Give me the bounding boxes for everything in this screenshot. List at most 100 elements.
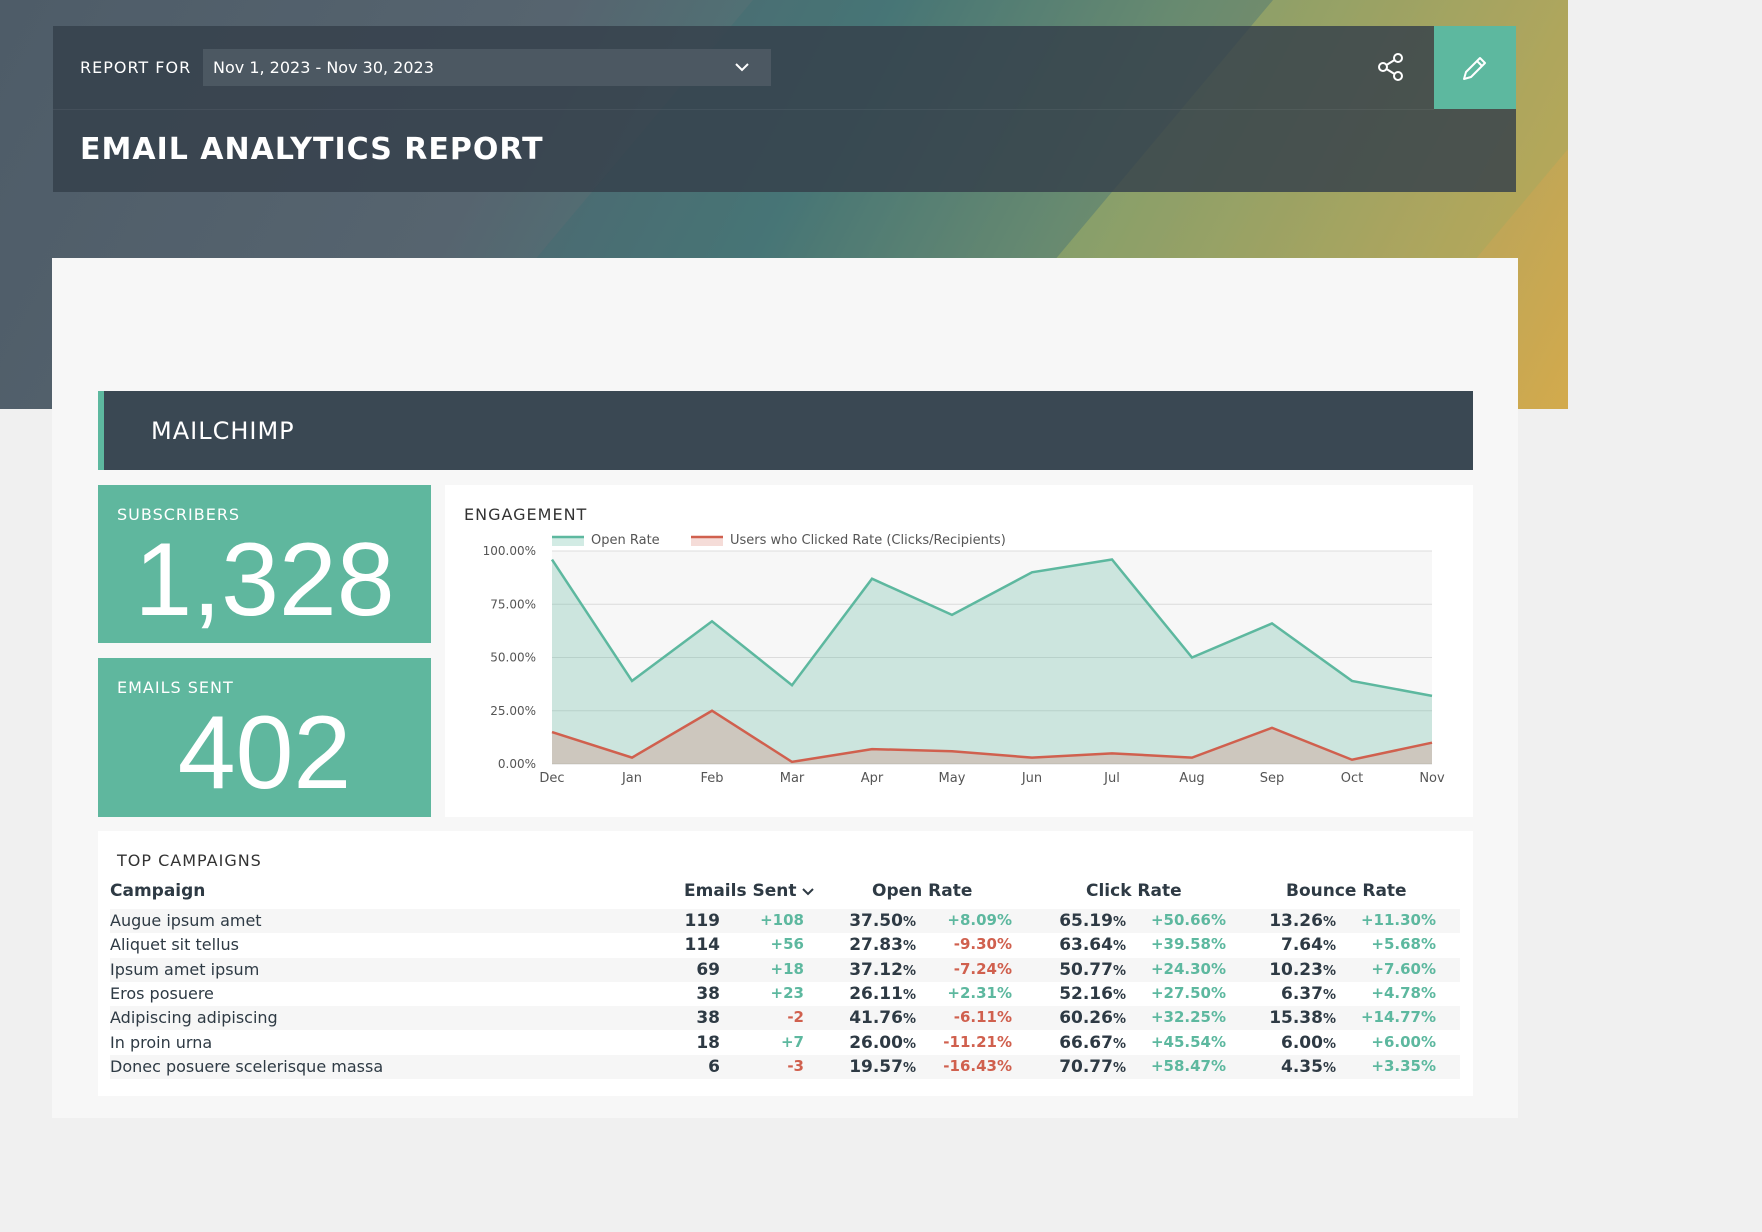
percent-sign: % [1112, 987, 1126, 1003]
section-header: MAILCHIMP [98, 391, 1473, 470]
x-tick-label: Apr [861, 771, 884, 786]
table-row[interactable]: In proin urna 18 +7 26.00% -11.21% 66.67% +45.… [110, 1031, 1460, 1055]
open-rate-cell: 41.76% [836, 1008, 916, 1028]
table-row[interactable]: Aliquet sit tellus 114 +56 27.83% -9.30% 63.6… [110, 933, 1460, 957]
campaign-name: In proin urna [110, 1032, 213, 1052]
x-tick-label: May [939, 771, 966, 786]
bounce-rate-delta: +6.00% [1371, 1032, 1436, 1051]
edit-button[interactable] [1434, 26, 1516, 109]
report-for-label: REPORT FOR [80, 58, 192, 77]
emails-sent-value: 119 [684, 911, 721, 931]
percent-sign: % [902, 915, 916, 930]
click-rate-value: 65.19 [1059, 911, 1113, 931]
percent-sign: % [902, 1060, 916, 1076]
click-rate-cell: 65.19% [1044, 911, 1126, 931]
bounce-rate-delta: +3.35% [1371, 1056, 1436, 1075]
legend-label: Open Rate [591, 533, 660, 548]
legend-swatch [552, 537, 584, 546]
y-tick-label: 75.00% [490, 597, 536, 611]
percent-sign: % [1322, 987, 1336, 1003]
click-rate-value: 63.64 [1059, 935, 1113, 956]
bounce-rate-delta: +14.77% [1360, 1008, 1436, 1027]
x-tick-label: Sep [1260, 771, 1285, 786]
column-header-emails-sent[interactable]: Emails Sent [684, 881, 815, 901]
y-tick-label: 50.00% [490, 651, 536, 665]
x-tick-label: Jul [1103, 771, 1120, 786]
click-rate-cell: 66.67% [1044, 1033, 1126, 1053]
open-rate-value: 37.12 [849, 959, 903, 980]
column-header-campaign[interactable]: Campaign [110, 881, 206, 901]
click-rate-delta: +27.50% [1150, 983, 1226, 1002]
table-row[interactable]: Adipiscing adipiscing 38 -2 41.76% -6.11% 60.… [110, 1006, 1460, 1031]
kpi-subscribers: SUBSCRIBERS 1,328 [98, 485, 431, 643]
emails-sent-value: 38 [696, 983, 720, 1004]
emails-sent-delta: +56 [770, 935, 804, 954]
engagement-chart: 100.00% 75.00% 50.00% 25.00% 0.00%Dec Jan Feb M… [483, 533, 1445, 786]
bounce-rate-value: 6.00 [1281, 1032, 1323, 1053]
emails-sent-value: 69 [696, 959, 720, 980]
series-area [552, 559, 1432, 764]
percent-sign: % [1112, 939, 1126, 955]
open-rate-delta: -16.43% [943, 1056, 1012, 1075]
click-rate-value: 52.16 [1059, 983, 1113, 1004]
x-tick-label: Aug [1179, 771, 1204, 786]
table-title: TOP CAMPAIGNS [117, 851, 262, 870]
kpi-emails-sent: EMAILS SENT 402 [98, 658, 431, 817]
x-tick-label: Oct [1341, 771, 1363, 786]
emails-sent-value: 114 [684, 935, 721, 956]
top-campaigns-table: TOP CAMPAIGNS Campaign Emails Sent Open … [98, 831, 1473, 1096]
table-row[interactable]: Donec posuere scelerisque massa 6 -3 19.57%… [110, 1054, 1460, 1079]
open-rate-value: 19.57 [849, 1056, 903, 1077]
bounce-rate-value: 10.23 [1269, 959, 1323, 980]
percent-sign: % [1322, 963, 1336, 979]
table-row[interactable]: Ipsum amet ipsum 69 +18 37.12% -7.24% 50.77% +… [110, 957, 1460, 982]
click-rate-delta: +24.30% [1150, 959, 1226, 978]
campaign-name: Ipsum amet ipsum [110, 959, 260, 979]
bounce-rate-cell: 6.00% [1254, 1033, 1336, 1053]
percent-sign: % [902, 987, 916, 1003]
campaign-name: Eros posuere [110, 983, 214, 1003]
emails-sent-value: 38 [696, 1008, 720, 1029]
open-rate-delta: -7.24% [953, 959, 1012, 978]
bounce-rate-cell: 10.23% [1254, 960, 1336, 980]
campaign-name: Aliquet sit tellus [110, 935, 239, 955]
click-rate-cell: 70.77% [1044, 1057, 1126, 1077]
percent-sign: % [1322, 1060, 1336, 1076]
bounce-rate-cell: 13.26% [1254, 911, 1336, 931]
x-tick-label: Dec [539, 771, 564, 786]
column-header-open-rate[interactable]: Open Rate [872, 881, 973, 901]
open-rate-delta: -9.30% [953, 935, 1012, 954]
column-header-click-rate[interactable]: Click Rate [1086, 881, 1182, 901]
open-rate-delta: -6.11% [953, 1008, 1012, 1027]
percent-sign: % [1112, 1036, 1126, 1052]
open-rate-value: 41.76 [849, 1008, 903, 1029]
click-rate-value: 70.77 [1059, 1056, 1113, 1077]
click-rate-cell: 63.64% [1044, 935, 1126, 955]
click-rate-delta: +39.58% [1150, 935, 1226, 954]
open-rate-cell: 26.00% [836, 1033, 916, 1053]
column-header-bounce-rate[interactable]: Bounce Rate [1286, 881, 1407, 901]
bounce-rate-delta: +4.78% [1371, 983, 1436, 1002]
click-rate-value: 60.26 [1059, 1008, 1113, 1029]
legend-swatch [691, 537, 723, 546]
open-rate-cell: 19.57% [836, 1057, 916, 1077]
table-row[interactable]: Augue ipsum amet 119 +108 37.50% +8.09% 65.19… [110, 909, 1460, 933]
x-tick-label: Jan [621, 771, 642, 786]
table-row[interactable]: Eros posuere 38 +23 26.11% +2.31% 52.16% +27.5… [110, 982, 1460, 1006]
series-line [551, 709, 1433, 764]
bounce-rate-value: 15.38 [1269, 1008, 1323, 1029]
page-title: EMAIL ANALYTICS REPORT [80, 132, 544, 167]
emails-sent-delta: +18 [770, 959, 804, 978]
share-icon[interactable] [1377, 52, 1405, 82]
open-rate-delta: +8.09% [947, 911, 1012, 929]
bounce-rate-value: 7.64 [1281, 935, 1323, 956]
click-rate-cell: 60.26% [1044, 1008, 1126, 1028]
emails-sent-delta: +23 [770, 983, 804, 1002]
date-range-select[interactable]: Nov 1, 2023 - Nov 30, 2023 [203, 49, 771, 86]
open-rate-value: 26.00 [849, 1032, 903, 1053]
campaign-name: Augue ipsum amet [110, 911, 262, 930]
percent-sign: % [1322, 1012, 1336, 1028]
emails-sent-value: 6 [708, 1056, 720, 1077]
open-rate-delta: -11.21% [943, 1032, 1012, 1051]
percent-sign: % [1322, 1036, 1336, 1052]
